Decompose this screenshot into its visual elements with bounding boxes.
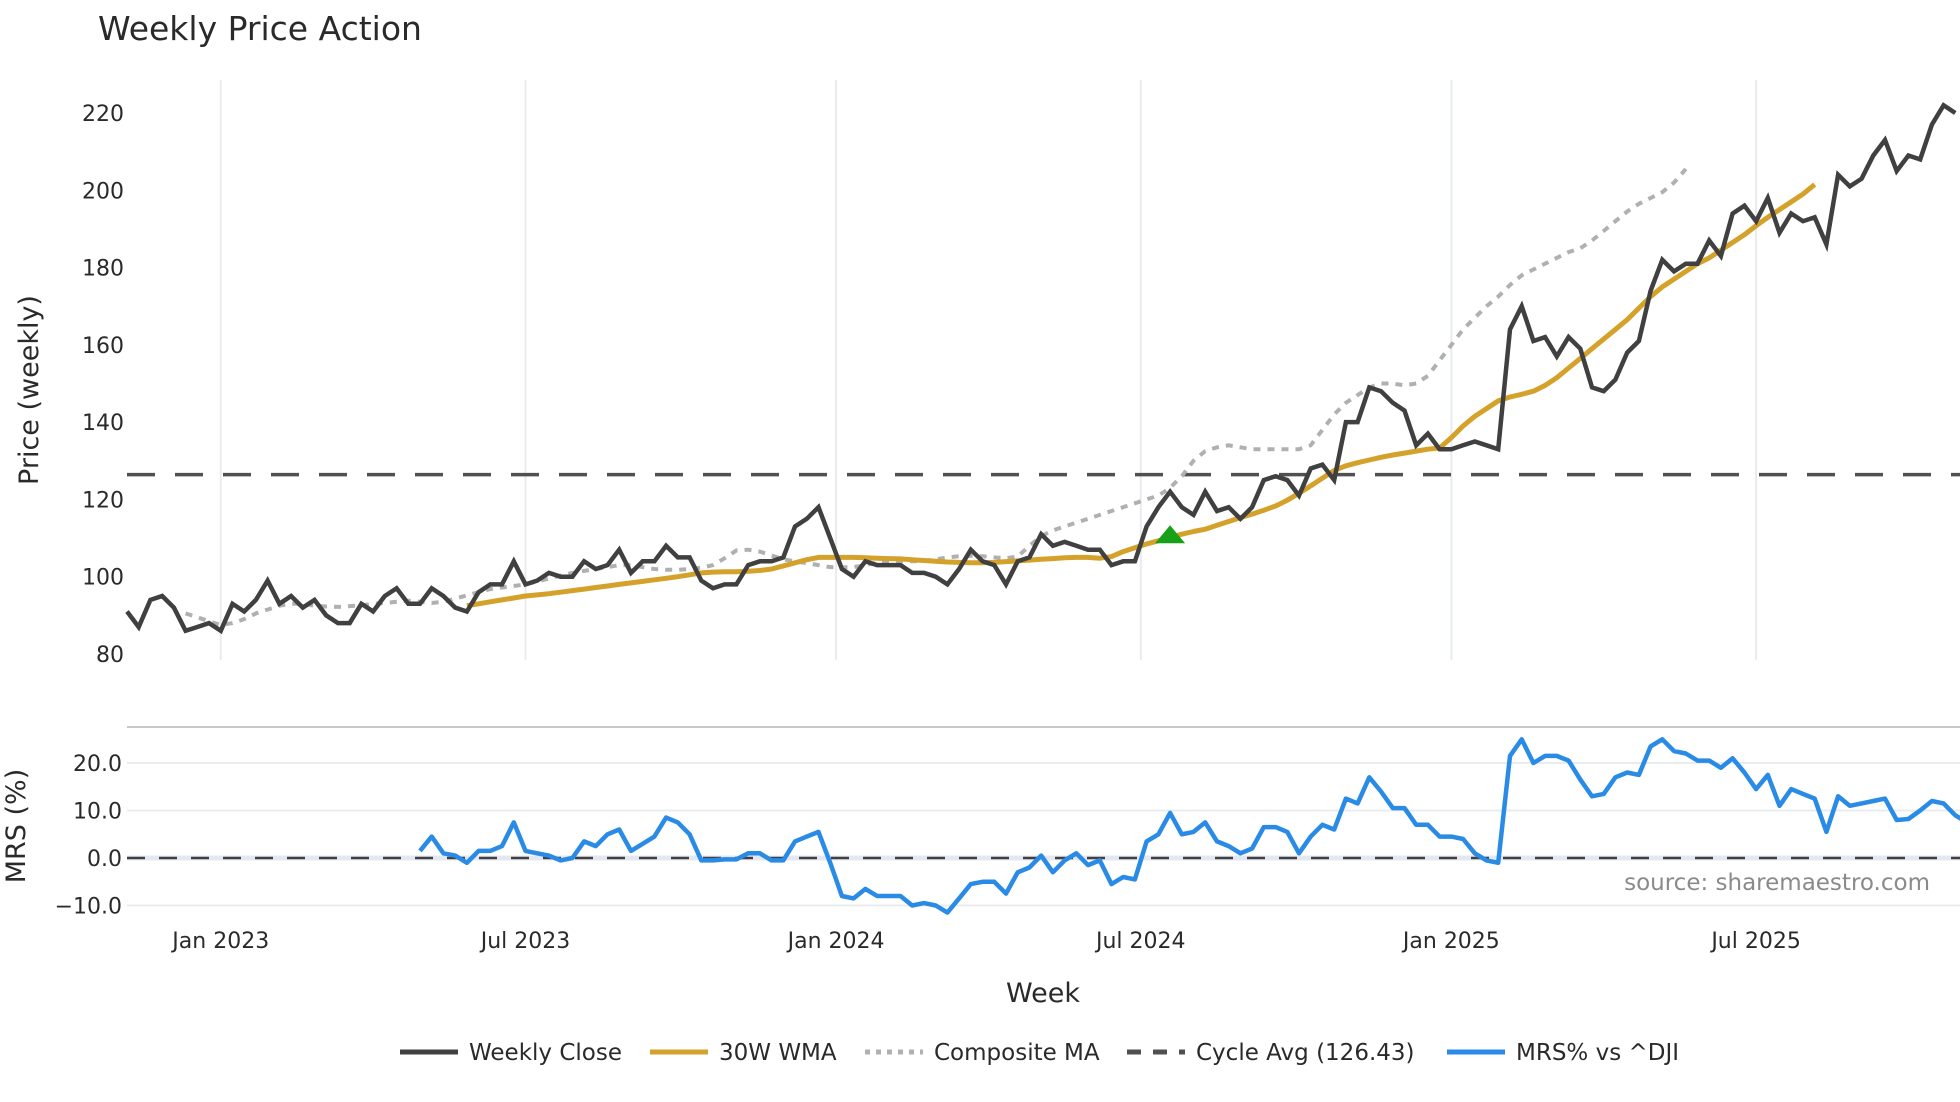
- weekly-close-line: [125, 102, 1957, 635]
- mrs-y-tick-label: 20.0: [73, 752, 122, 777]
- legend: Weekly Close 30W WMA Composite MA Cycle Avg…: [400, 1040, 1679, 1066]
- x-tick-label: Jan 2023: [170, 929, 269, 954]
- mrs-y-tick-label: −10.0: [55, 895, 122, 920]
- x-tick-label: Jan 2025: [1401, 929, 1500, 954]
- mrs-grid: [127, 762, 1960, 907]
- price-grid: [219, 80, 1758, 660]
- price-y-tick-label: 220: [82, 102, 124, 127]
- legend-item[interactable]: Weekly Close: [400, 1040, 622, 1066]
- mrs-series: [418, 737, 1960, 915]
- price-y-tick-label: 100: [82, 566, 124, 591]
- legend-label: Cycle Avg (126.43): [1196, 1040, 1415, 1066]
- price-y-tick-label: 80: [96, 643, 124, 668]
- legend-item[interactable]: Composite MA: [865, 1040, 1100, 1066]
- x-tick-label: Jan 2024: [786, 929, 885, 954]
- price-y-axis-label: Price (weekly): [14, 295, 45, 485]
- legend-label: Composite MA: [934, 1040, 1100, 1066]
- mrs-y-axis-label: MRS (%): [1, 769, 32, 884]
- x-tick-label: Jul 2023: [479, 929, 571, 954]
- mrs-y-tick-label: 0.0: [87, 847, 122, 872]
- price-y-tick-label: 140: [82, 411, 124, 436]
- x-tick-label: Jul 2024: [1094, 929, 1186, 954]
- source-note: source: sharemaestro.com: [1624, 870, 1930, 896]
- legend-item[interactable]: MRS% vs ^DJI: [1447, 1040, 1679, 1066]
- mrs-y-tick-label: 10.0: [73, 800, 122, 825]
- price-y-tick-label: 180: [82, 257, 124, 282]
- price-y-tick-label: 200: [82, 179, 124, 204]
- legend-label: 30W WMA: [719, 1040, 837, 1066]
- x-tick-label: Jul 2025: [1709, 929, 1801, 954]
- legend-label: Weekly Close: [469, 1040, 622, 1066]
- x-axis-label: Week: [1006, 978, 1080, 1009]
- x-axis: Jan 2023 Jul 2023 Jan 2024 Jul 2024 Jan 2025…: [170, 929, 1801, 954]
- chart-title: Weekly Price Action: [98, 9, 422, 48]
- price-y-axis: 80 100 120 140 160 180 200 220: [82, 102, 124, 668]
- buy-signal-triangle-icon: [1155, 525, 1186, 544]
- legend-item[interactable]: Cycle Avg (126.43): [1127, 1040, 1415, 1066]
- mrs-y-axis: −10.0 0.0 10.0 20.0: [55, 752, 122, 920]
- composite-ma-line: [184, 167, 1688, 628]
- price-y-tick-label: 160: [82, 334, 124, 359]
- legend-item[interactable]: 30W WMA: [650, 1040, 837, 1066]
- price-y-tick-label: 120: [82, 488, 124, 513]
- legend-label: MRS% vs ^DJI: [1516, 1040, 1679, 1066]
- mrs-line: [418, 737, 1960, 915]
- price-series: [125, 102, 1960, 635]
